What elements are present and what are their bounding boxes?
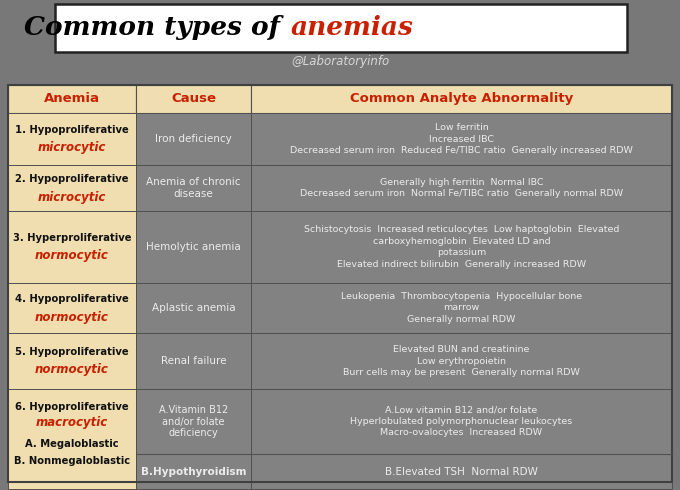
FancyBboxPatch shape <box>8 333 136 389</box>
Text: B.Elevated TSH  Normal RDW: B.Elevated TSH Normal RDW <box>385 466 538 476</box>
Text: B. Nonmegaloblastic: B. Nonmegaloblastic <box>14 456 130 466</box>
Text: Leukopenia  Thrombocytopenia  Hypocellular bone
marrow
Generally normal RDW: Leukopenia Thrombocytopenia Hypocellular… <box>341 292 582 324</box>
FancyBboxPatch shape <box>8 165 136 211</box>
Text: Common Analyte Abnormality: Common Analyte Abnormality <box>350 93 573 105</box>
Text: Renal failure: Renal failure <box>160 356 226 366</box>
Text: A.Low vitamin B12 and/or folate
Hyperlobulated polymorphonuclear leukocytes
Macr: A.Low vitamin B12 and/or folate Hyperlob… <box>350 406 573 438</box>
Text: Hemolytic anemia: Hemolytic anemia <box>146 242 241 252</box>
FancyBboxPatch shape <box>251 113 672 165</box>
FancyBboxPatch shape <box>8 113 136 165</box>
FancyBboxPatch shape <box>136 211 251 283</box>
FancyBboxPatch shape <box>136 113 251 165</box>
Text: A.Vitamin B12
and/or folate
deficiency: A.Vitamin B12 and/or folate deficiency <box>159 405 228 438</box>
Text: B.Hypothyroidism: B.Hypothyroidism <box>141 466 246 476</box>
FancyBboxPatch shape <box>251 211 672 283</box>
FancyBboxPatch shape <box>251 283 672 333</box>
FancyBboxPatch shape <box>251 333 672 389</box>
Text: Aplastic anemia: Aplastic anemia <box>152 303 235 313</box>
Text: A. Megaloblastic: A. Megaloblastic <box>25 439 119 449</box>
Text: microcytic: microcytic <box>38 142 106 154</box>
FancyBboxPatch shape <box>8 283 136 333</box>
Text: @Laboratoryinfo: @Laboratoryinfo <box>291 55 389 69</box>
Text: normocytic: normocytic <box>35 249 109 263</box>
Text: normocytic: normocytic <box>35 364 109 376</box>
Text: Anemia of chronic
disease: Anemia of chronic disease <box>146 177 241 199</box>
Text: microcytic: microcytic <box>38 191 106 203</box>
Text: Cause: Cause <box>171 93 216 105</box>
Text: 1. Hypoproliferative: 1. Hypoproliferative <box>15 125 129 135</box>
Text: Anemia: Anemia <box>44 93 100 105</box>
FancyBboxPatch shape <box>136 333 251 389</box>
Text: Elevated BUN and creatinine
Low erythropoietin
Burr cells may be present  Genera: Elevated BUN and creatinine Low erythrop… <box>343 345 580 377</box>
Text: 3. Hyperproliferative: 3. Hyperproliferative <box>13 233 131 243</box>
Text: anemias: anemias <box>291 16 414 41</box>
FancyBboxPatch shape <box>8 85 672 482</box>
Text: Iron deficiency: Iron deficiency <box>155 134 232 144</box>
FancyBboxPatch shape <box>136 389 251 489</box>
Text: 5. Hypoproliferative: 5. Hypoproliferative <box>15 347 129 357</box>
FancyBboxPatch shape <box>251 165 672 211</box>
FancyBboxPatch shape <box>136 85 251 113</box>
Text: Common types of: Common types of <box>24 16 289 41</box>
FancyBboxPatch shape <box>251 389 672 489</box>
FancyBboxPatch shape <box>251 85 672 113</box>
Text: macrocytic: macrocytic <box>36 416 108 428</box>
FancyBboxPatch shape <box>136 165 251 211</box>
Text: 4. Hypoproliferative: 4. Hypoproliferative <box>15 294 129 304</box>
FancyBboxPatch shape <box>8 85 136 113</box>
FancyBboxPatch shape <box>8 211 136 283</box>
FancyBboxPatch shape <box>55 4 627 52</box>
Text: 2. Hypoproliferative: 2. Hypoproliferative <box>15 174 129 184</box>
Text: normocytic: normocytic <box>35 311 109 323</box>
FancyBboxPatch shape <box>8 389 136 489</box>
FancyBboxPatch shape <box>136 283 251 333</box>
Text: Schistocytosis  Increased reticulocytes  Low haptoglobin  Elevated
carboxyhemogl: Schistocytosis Increased reticulocytes L… <box>304 225 619 269</box>
Text: Low ferritin
Increased IBC
Decreased serum iron  Reduced Fe/TIBC ratio  Generall: Low ferritin Increased IBC Decreased ser… <box>290 123 633 155</box>
Text: Generally high ferritin  Normal IBC
Decreased serum iron  Normal Fe/TIBC ratio  : Generally high ferritin Normal IBC Decre… <box>300 178 623 198</box>
Text: 6. Hypoproliferative: 6. Hypoproliferative <box>15 402 129 412</box>
